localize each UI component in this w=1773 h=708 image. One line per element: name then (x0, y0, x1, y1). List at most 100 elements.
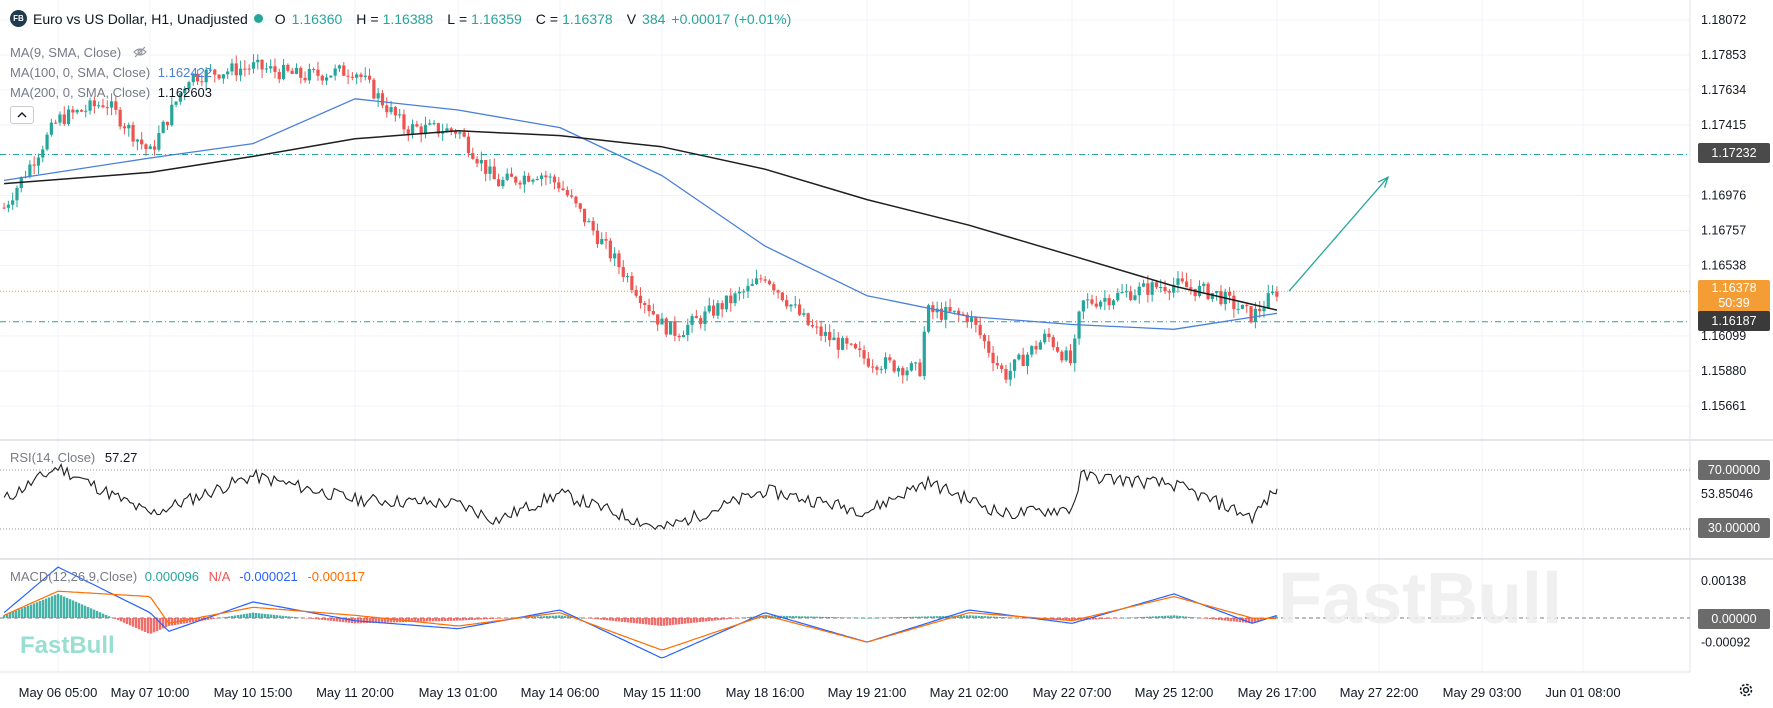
open-label: O (274, 10, 286, 27)
macd-histogram-bar (167, 618, 171, 626)
macd-histogram-bar (581, 617, 585, 619)
symbol-title[interactable]: Euro vs US Dollar, H1, Unadjusted (33, 10, 248, 27)
macd-histogram-bar (539, 616, 543, 618)
candle-body (393, 107, 397, 116)
macd-histogram-bar (17, 609, 21, 618)
ma9-legend[interactable]: MA(9, SMA, Close) (10, 45, 147, 61)
macd-histogram-bar (893, 617, 897, 618)
macd-histogram-bar (854, 617, 858, 619)
macd-histogram-bar (419, 618, 423, 622)
macd-histogram-bar (119, 618, 123, 622)
macd-histogram-bar (1112, 618, 1116, 619)
candle-body (527, 175, 531, 182)
candle-body (329, 75, 333, 78)
macd-histogram-bar (104, 614, 108, 618)
candle-body (256, 59, 260, 63)
candle-body (1129, 291, 1133, 300)
ma200-legend[interactable]: MA(200, 0, SMA, Close) 1.162603 (10, 85, 212, 100)
candle-body (226, 71, 230, 75)
candle-body (273, 66, 277, 72)
time-tick-label: May 15 11:00 (623, 685, 701, 700)
candle-body (737, 291, 741, 294)
candle-body (746, 285, 750, 292)
time-tick-label: May 14 06:00 (521, 685, 600, 700)
macd-legend[interactable]: MACD(12,26,9,Close) 0.000096 N/A -0.0000… (10, 569, 365, 584)
macd-histogram-bar (347, 618, 351, 623)
macd-histogram-bar (482, 618, 486, 620)
candle-body (638, 295, 643, 304)
macd-histogram-bar (599, 618, 603, 620)
macd-histogram-bar (110, 617, 114, 619)
ma100-legend[interactable]: MA(100, 0, SMA, Close) 1.162422 (10, 65, 212, 80)
macd-histogram-bar (554, 615, 558, 618)
candle-body (501, 179, 505, 187)
macd-histogram-bar (845, 617, 849, 618)
candle-body (355, 74, 359, 78)
macd-histogram-bar (947, 615, 951, 618)
candle-body (883, 357, 888, 369)
macd-histogram-bar (212, 618, 216, 619)
macd-histogram-bar (485, 618, 489, 620)
candle-body (1094, 303, 1098, 307)
macd-histogram-bar (209, 618, 213, 620)
low-value: 1.16359 (471, 10, 522, 27)
settings-button[interactable] (1737, 681, 1755, 699)
candle-body (49, 122, 53, 135)
macd-histogram-bar (611, 618, 615, 621)
macd-histogram-bar (602, 618, 606, 620)
candle-body (673, 321, 677, 336)
macd-histogram-bar (1166, 615, 1170, 618)
candle-body (148, 146, 152, 150)
candle-body (613, 253, 617, 259)
collapse-legend-button[interactable] (10, 106, 34, 124)
macd-histogram-bar (1151, 616, 1155, 618)
candle-body (862, 350, 866, 359)
macd-histogram-bar (266, 614, 270, 618)
macd-histogram-bar (461, 618, 465, 621)
macd-histogram-bar (824, 616, 828, 618)
candle-body (277, 71, 281, 80)
macd-histogram-bar (1214, 618, 1218, 620)
candle-body (922, 331, 926, 377)
candle-body (88, 100, 92, 111)
rsi-mid-label: 53.85046 (1701, 487, 1753, 501)
candle-body (432, 123, 436, 125)
macd-histogram-bar (866, 617, 870, 619)
macd-histogram-bar (1118, 618, 1122, 619)
candle-body (1025, 354, 1030, 366)
candle-body (1116, 292, 1120, 301)
macd-histogram-bar (761, 615, 765, 618)
candle-body (754, 278, 759, 285)
status-dot (253, 14, 263, 23)
macd-histogram-bar (662, 618, 666, 626)
macd-histogram-bar (65, 597, 69, 618)
candle-body (643, 303, 647, 306)
candle-body (251, 62, 256, 69)
candle-body (385, 105, 389, 113)
candle-body (1064, 350, 1068, 361)
macd-histogram-bar (452, 618, 456, 621)
macd-histogram-bar (59, 595, 63, 618)
macd-histogram-bar (908, 616, 912, 618)
macd-histogram-bar (587, 618, 591, 619)
macd-histogram-bar (737, 618, 741, 619)
eye-off-icon[interactable] (133, 46, 147, 61)
macd-histogram-bar (1253, 618, 1257, 623)
time-tick-label: May 29 03:00 (1443, 685, 1522, 700)
candle-body (845, 338, 849, 344)
candle-body (15, 188, 19, 201)
macd-histogram-bar (425, 618, 429, 622)
macd-histogram-bar (1217, 618, 1221, 620)
candle-body (978, 324, 982, 336)
candle-body (832, 337, 836, 341)
macd-histogram-bar (1106, 618, 1110, 619)
candle-body (1008, 370, 1012, 380)
candle-body (161, 121, 165, 134)
macd-histogram-bar (245, 613, 249, 618)
candle-body (1266, 293, 1270, 309)
macd-histogram-bar (284, 616, 288, 618)
macd-histogram-bar (809, 616, 813, 618)
rsi-legend[interactable]: RSI(14, Close) 57.27 (10, 450, 137, 465)
macd-histogram-bar (11, 611, 15, 618)
